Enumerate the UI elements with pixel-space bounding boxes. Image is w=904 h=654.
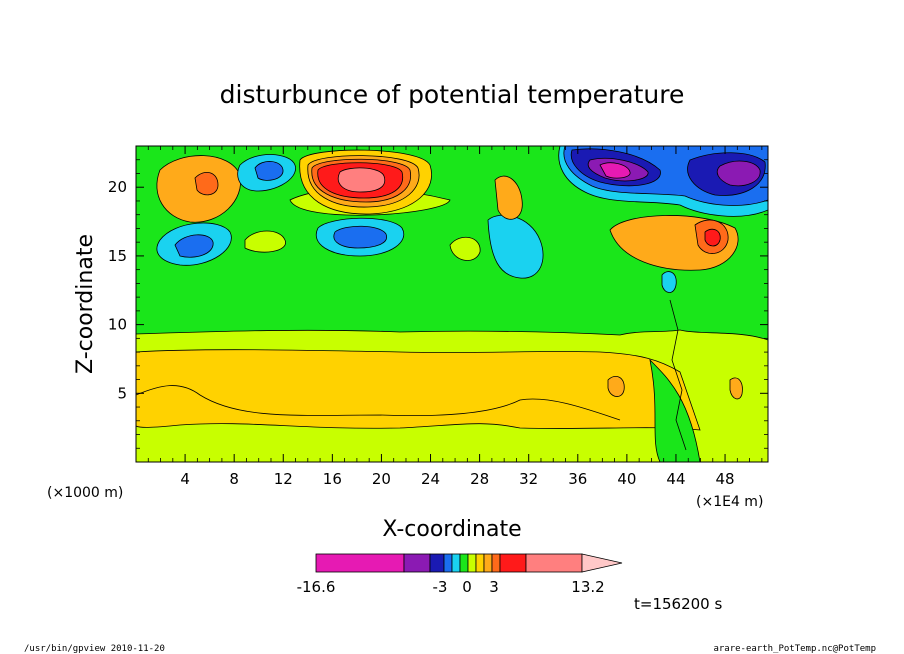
x-tick-label: 24 [421,470,440,488]
colorbar-segment [429,553,445,573]
x-tick-label: 20 [372,470,391,488]
y-tick-label: 5 [117,384,127,402]
colorbar-tick-label: 13.2 [571,578,604,596]
colorbar-segment [491,553,501,573]
contour-line-band [136,385,621,421]
colorbar-segment [403,553,431,573]
x-tick-label: 44 [666,470,685,488]
colorbar-tick-label: -3 [433,578,448,596]
colorbar-segment [525,553,583,573]
colorbar-segment [459,553,469,573]
blue-core-mid [333,225,387,249]
x-tick-label: 4 [180,470,190,488]
contour-field [136,146,768,462]
time-label: t=156200 s [634,595,722,613]
cold-core-purple-right [716,160,761,187]
colorbar-tick-label: 0 [462,578,472,596]
y-tick-label: 10 [108,316,127,334]
red-core-right [704,228,721,247]
yellow-patch-left [244,230,286,253]
y-tick-label: 15 [108,247,127,265]
y-tick-label: 20 [108,178,127,196]
chart-title: disturbunce of potential temperature [220,80,685,109]
cold-core-magenta [599,162,631,179]
orange-blob-low-far-right [729,377,743,400]
x-unit-right: (×1E4 m) [696,494,763,510]
x-tick-label: 48 [716,470,735,488]
colorbar-segment [499,553,527,573]
orange-blob-center [494,175,523,220]
x-unit-left: (×1000 m) [47,485,123,501]
colorbar-segment [451,553,461,573]
colorbar-arrow [581,553,623,573]
colorbar-segment [475,553,485,573]
colorbar-tick-label: 3 [489,578,499,596]
footer-right: arare-earth_PotTemp.nc@PotTemp [713,644,876,654]
x-tick-label: 28 [470,470,489,488]
x-tick-label: 12 [274,470,293,488]
x-tick-label: 36 [568,470,587,488]
plot-frame [135,145,769,463]
colorbar-segment [443,553,453,573]
warm-core-max [337,167,386,193]
x-tick-label: 40 [617,470,636,488]
cyan-blob-right [661,271,677,293]
yellow-patch-mid [449,236,481,261]
x-axis-label: X-coordinate [382,517,521,542]
orange-core-left [194,171,219,196]
blue-core-left [174,234,214,258]
colorbar: -16.6 -3 0 3 13.2 [297,553,623,596]
orange-blob-low-right [607,376,625,397]
x-tick-label: 8 [229,470,239,488]
colorbar-segment [483,553,493,573]
colorbar-tick-label: -16.6 [297,578,336,596]
turbulence-line [669,299,687,451]
x-tick-label: 32 [519,470,538,488]
colorbar-segment [467,553,477,573]
colorbar-segment [315,553,405,573]
blue-core-top [254,161,284,181]
y-axis-label: Z-coordinate [73,234,98,374]
footer-left: /usr/bin/gpview 2010-11-20 [24,644,165,654]
green-lower-right [649,358,701,462]
x-tick-label: 16 [323,470,342,488]
